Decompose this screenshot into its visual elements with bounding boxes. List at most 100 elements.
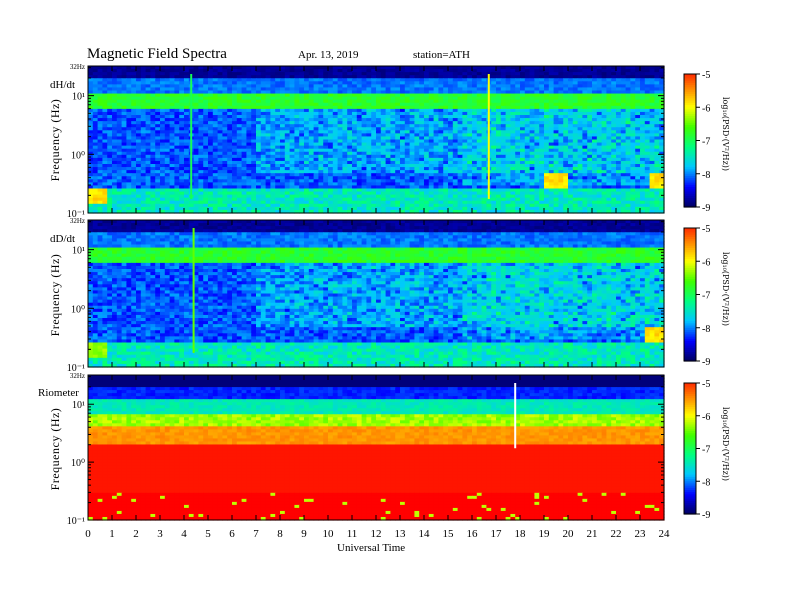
heatmap-cell — [256, 130, 262, 134]
heatmap-cell — [246, 127, 252, 131]
heatmap-cell — [145, 99, 151, 104]
heatmap-cell — [596, 124, 603, 128]
heatmap-cell — [92, 78, 99, 82]
heatmap-cell — [582, 72, 588, 76]
figure-date: Apr. 13, 2019 — [298, 49, 359, 61]
heatmap-cell — [414, 75, 420, 79]
heatmap-cell — [102, 75, 108, 79]
heatmap-cell — [260, 130, 267, 134]
heatmap-cell — [496, 96, 502, 101]
heatmap-cell — [342, 118, 348, 122]
heatmap-cell — [164, 111, 171, 116]
heatmap-cell — [155, 87, 161, 92]
heatmap-cell — [112, 96, 118, 101]
heatmap-cell — [606, 105, 612, 110]
heatmap-cell — [630, 66, 636, 70]
heatmap-cell — [620, 75, 627, 79]
heatmap-cell — [347, 130, 353, 134]
heatmap-cell — [428, 96, 435, 101]
heatmap-cell — [452, 124, 459, 128]
heatmap-cell — [102, 72, 108, 76]
heatmap-cell — [222, 90, 228, 95]
heatmap-cell — [174, 133, 180, 138]
heatmap-cell — [496, 93, 502, 98]
heatmap-cell — [107, 124, 113, 128]
heatmap-cell — [630, 90, 636, 95]
heatmap-cell — [164, 93, 171, 98]
heatmap-cell — [462, 130, 468, 134]
heatmap-cell — [280, 96, 286, 101]
heatmap-cell — [169, 96, 175, 101]
heatmap-cell — [241, 124, 247, 128]
heatmap-cell — [539, 72, 545, 76]
heatmap-cell — [260, 90, 267, 95]
heatmap-cell — [496, 118, 502, 122]
heatmap-cell — [256, 72, 262, 76]
heatmap-cell — [644, 84, 651, 89]
heatmap-cell — [126, 102, 132, 107]
heatmap-cell — [534, 90, 540, 95]
heatmap-cell — [342, 84, 348, 89]
heatmap-cell — [107, 75, 113, 79]
heatmap-cell — [217, 124, 223, 128]
heatmap-cell — [270, 124, 276, 128]
heatmap-cell — [409, 121, 415, 125]
heatmap-cell — [169, 124, 175, 128]
heatmap-cell — [352, 127, 358, 131]
heatmap-cell — [284, 87, 291, 92]
heatmap-cell — [524, 105, 531, 110]
heatmap-cell — [217, 111, 223, 116]
heatmap-cell — [212, 81, 219, 85]
heatmap-cell — [539, 118, 545, 122]
heatmap-cell — [544, 115, 550, 119]
heatmap-cell — [563, 111, 569, 116]
heatmap-cell — [347, 121, 353, 125]
heatmap-cell — [198, 105, 204, 110]
heatmap-cell — [553, 118, 559, 122]
heatmap-cell — [424, 118, 430, 122]
heatmap-cell — [352, 115, 358, 119]
heatmap-cell — [534, 66, 540, 70]
heatmap-cell — [400, 75, 406, 79]
heatmap-cell — [318, 66, 324, 70]
heatmap-cell — [342, 90, 348, 95]
heatmap-cell — [352, 90, 358, 95]
heatmap-cell — [433, 118, 439, 122]
heatmap-cell — [462, 66, 468, 70]
heatmap-cell — [524, 72, 531, 76]
heatmap-cell — [102, 96, 108, 101]
heatmap-cell — [476, 90, 483, 95]
heatmap-cell — [539, 75, 545, 79]
heatmap-cell — [289, 90, 295, 95]
heatmap-cell — [332, 124, 339, 128]
heatmap-cell — [510, 78, 516, 82]
heatmap-cell — [179, 121, 185, 125]
heatmap-cell — [404, 75, 411, 79]
heatmap-cell — [529, 118, 535, 122]
heatmap-cell — [323, 118, 329, 122]
heatmap-cell — [649, 102, 655, 107]
heatmap-cell — [606, 130, 612, 134]
heatmap-cell — [328, 90, 334, 95]
heatmap-cell — [558, 69, 564, 73]
heatmap-cell — [107, 118, 113, 122]
heatmap-cell — [265, 78, 271, 82]
heatmap-cell — [539, 105, 545, 110]
heatmap-cell — [193, 81, 199, 85]
heatmap-cell — [424, 72, 430, 76]
heatmap-cell — [582, 75, 588, 79]
heatmap-cell — [294, 118, 300, 122]
heatmap-cell — [97, 66, 103, 70]
heatmap-cell — [107, 130, 113, 134]
heatmap-cell — [169, 99, 175, 104]
heatmap-cell — [308, 127, 315, 131]
heatmap-cell — [404, 78, 411, 82]
heatmap-cell — [342, 133, 348, 138]
heatmap-cell — [534, 105, 540, 110]
heatmap-cell — [515, 127, 521, 131]
heatmap-cell — [352, 81, 358, 85]
heatmap-cell — [131, 127, 137, 131]
heatmap-cell — [256, 69, 262, 73]
heatmap-cell — [92, 121, 99, 125]
heatmap-cell — [606, 96, 612, 101]
